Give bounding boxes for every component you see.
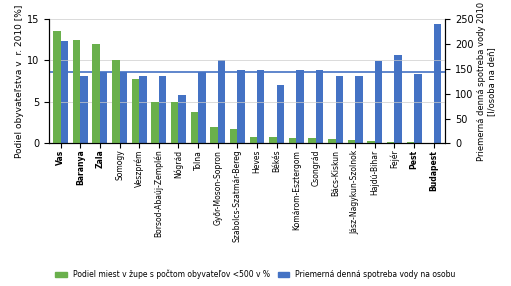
Bar [120,72,127,143]
Bar [367,141,375,143]
Bar [159,76,166,143]
Bar [434,24,441,143]
Bar [80,76,88,143]
Bar [198,72,205,143]
Bar [73,40,80,143]
Bar [237,70,245,143]
Bar [151,102,159,143]
Bar [257,70,265,143]
Bar [210,127,218,143]
Bar [112,60,120,143]
Bar [171,102,178,143]
Bar [139,76,147,143]
Bar [414,74,422,143]
Bar [426,142,434,143]
Bar [394,55,402,143]
Bar [336,76,343,143]
Legend: Podiel miest v župe s počtom obyvateľov <500 v %, Priemerná denná spotreba vody : Podiel miest v župe s počtom obyvateľov … [52,267,459,282]
Bar [218,60,225,143]
Bar [61,41,68,143]
Bar [375,61,382,143]
Bar [276,85,284,143]
Bar [230,129,237,143]
Bar [328,139,336,143]
Bar [289,138,296,143]
Bar [269,137,276,143]
Bar [53,31,61,143]
Bar [191,112,198,143]
Bar [100,72,107,143]
Bar [178,95,186,143]
Bar [92,44,100,143]
Bar [249,137,257,143]
Y-axis label: Podiel obyvateľstva v  r. 2010 [%]: Podiel obyvateľstva v r. 2010 [%] [15,5,24,158]
Bar [316,70,323,143]
Bar [296,70,304,143]
Bar [355,76,363,143]
Bar [347,140,355,143]
Bar [309,138,316,143]
Bar [407,142,414,143]
Y-axis label: Priemerná denná spotreba vody 2010
[l/osoba na deň]: Priemerná denná spotreba vody 2010 [l/os… [477,2,496,161]
Bar [132,79,139,143]
Bar [387,142,394,143]
